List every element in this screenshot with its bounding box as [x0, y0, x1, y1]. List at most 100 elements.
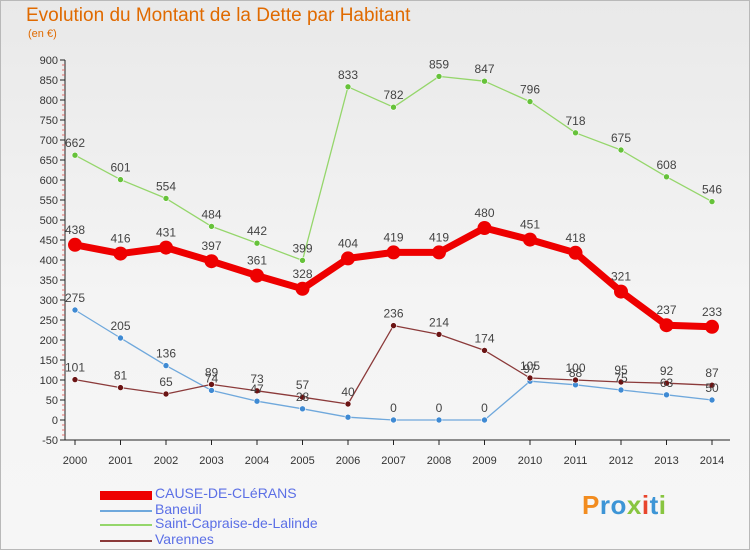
data-point [299, 257, 306, 264]
data-point [708, 381, 716, 389]
data-point [708, 396, 716, 404]
x-tick-label: 2000 [63, 455, 87, 467]
data-point [295, 281, 310, 296]
y-tick-label: 500 [40, 215, 58, 227]
data-label: 105 [520, 359, 540, 373]
y-tick-label: 0 [52, 415, 58, 427]
data-point [572, 376, 579, 384]
data-point [481, 347, 488, 354]
data-label: 0 [390, 401, 397, 415]
data-label: 675 [611, 131, 631, 145]
data-label: 92 [660, 364, 674, 378]
data-point [253, 239, 261, 247]
data-point [208, 387, 215, 394]
data-label: 451 [520, 218, 540, 232]
data-point [250, 268, 264, 283]
data-label: 442 [247, 224, 267, 238]
x-tick-label: 2012 [609, 455, 633, 467]
data-label: 608 [656, 158, 676, 172]
x-tick-label: 2004 [245, 455, 269, 467]
data-label: 73 [250, 372, 264, 386]
data-label: 662 [65, 136, 85, 150]
data-point [68, 237, 82, 252]
data-point [481, 77, 488, 85]
data-point [344, 400, 352, 408]
data-point [617, 146, 625, 154]
x-tick-label: 2008 [427, 455, 451, 467]
data-point [526, 98, 534, 105]
data-point [663, 379, 670, 387]
x-tick-label: 2001 [108, 455, 132, 467]
data-label: 782 [383, 88, 403, 102]
data-label: 859 [429, 57, 449, 71]
data-point [204, 254, 219, 269]
data-point [526, 374, 534, 382]
y-tick-label: 750 [40, 115, 58, 127]
x-tick-label: 2010 [518, 455, 542, 467]
data-point [253, 387, 261, 395]
data-label: 174 [474, 331, 494, 345]
data-label: 75 [614, 371, 628, 385]
data-label: 237 [656, 303, 676, 317]
data-label: 63 [660, 376, 674, 390]
data-label: 321 [611, 270, 631, 284]
y-tick-label: -50 [42, 435, 58, 447]
legend-swatch [100, 490, 152, 500]
y-tick-label: 900 [40, 55, 58, 67]
data-label: 40 [341, 385, 355, 399]
data-label: 205 [110, 319, 130, 333]
data-point [71, 306, 79, 314]
data-label: 554 [156, 179, 176, 193]
data-label: 419 [383, 230, 403, 244]
chart-unit: (en €) [28, 28, 57, 40]
y-tick-label: 800 [40, 95, 58, 107]
data-label: 47 [250, 382, 264, 396]
data-point [705, 319, 719, 334]
y-tick-label: 100 [40, 375, 58, 387]
y-tick-label: 550 [40, 195, 58, 207]
y-tick-label: 150 [40, 355, 58, 367]
y-tick-label: 200 [40, 335, 58, 347]
y-tick-label: 450 [40, 235, 58, 247]
y-tick-label: 250 [40, 315, 58, 327]
legend-label: CAUSE-DE-CLéRANS [155, 485, 297, 501]
data-label: 100 [565, 361, 585, 375]
data-label: 399 [292, 241, 312, 255]
data-label: 81 [114, 369, 128, 383]
x-tick-label: 2007 [381, 455, 405, 467]
data-label: 89 [205, 365, 219, 379]
data-label: 546 [702, 183, 722, 197]
data-label: 419 [429, 230, 449, 244]
x-tick-label: 2009 [472, 455, 496, 467]
data-point [481, 416, 488, 424]
data-point [523, 232, 537, 247]
data-label: 480 [474, 206, 494, 220]
legend-swatch [100, 540, 152, 542]
data-label: 847 [474, 62, 494, 76]
y-tick-label: 350 [40, 275, 58, 287]
x-tick-label: 2014 [700, 455, 724, 467]
data-point [663, 391, 670, 399]
y-tick-label: 650 [40, 155, 58, 167]
data-label: 233 [702, 305, 722, 319]
data-label: 214 [429, 315, 449, 329]
data-label: 397 [201, 239, 221, 253]
data-label: 87 [705, 366, 719, 380]
data-point [390, 322, 397, 329]
legend-label: Saint-Capraise-de-Lalinde [155, 515, 318, 531]
data-label: 57 [296, 378, 310, 392]
data-label: 833 [338, 68, 358, 82]
data-point [299, 393, 306, 401]
data-point [659, 318, 674, 333]
data-point [117, 384, 124, 391]
data-label: 50 [705, 381, 719, 395]
data-point [299, 405, 306, 413]
data-label: 431 [156, 226, 176, 240]
data-label: 95 [614, 363, 628, 377]
data-point [568, 245, 583, 260]
y-tick-label: 850 [40, 75, 58, 87]
data-point [435, 416, 443, 424]
data-point [341, 251, 355, 266]
data-point [572, 129, 579, 137]
